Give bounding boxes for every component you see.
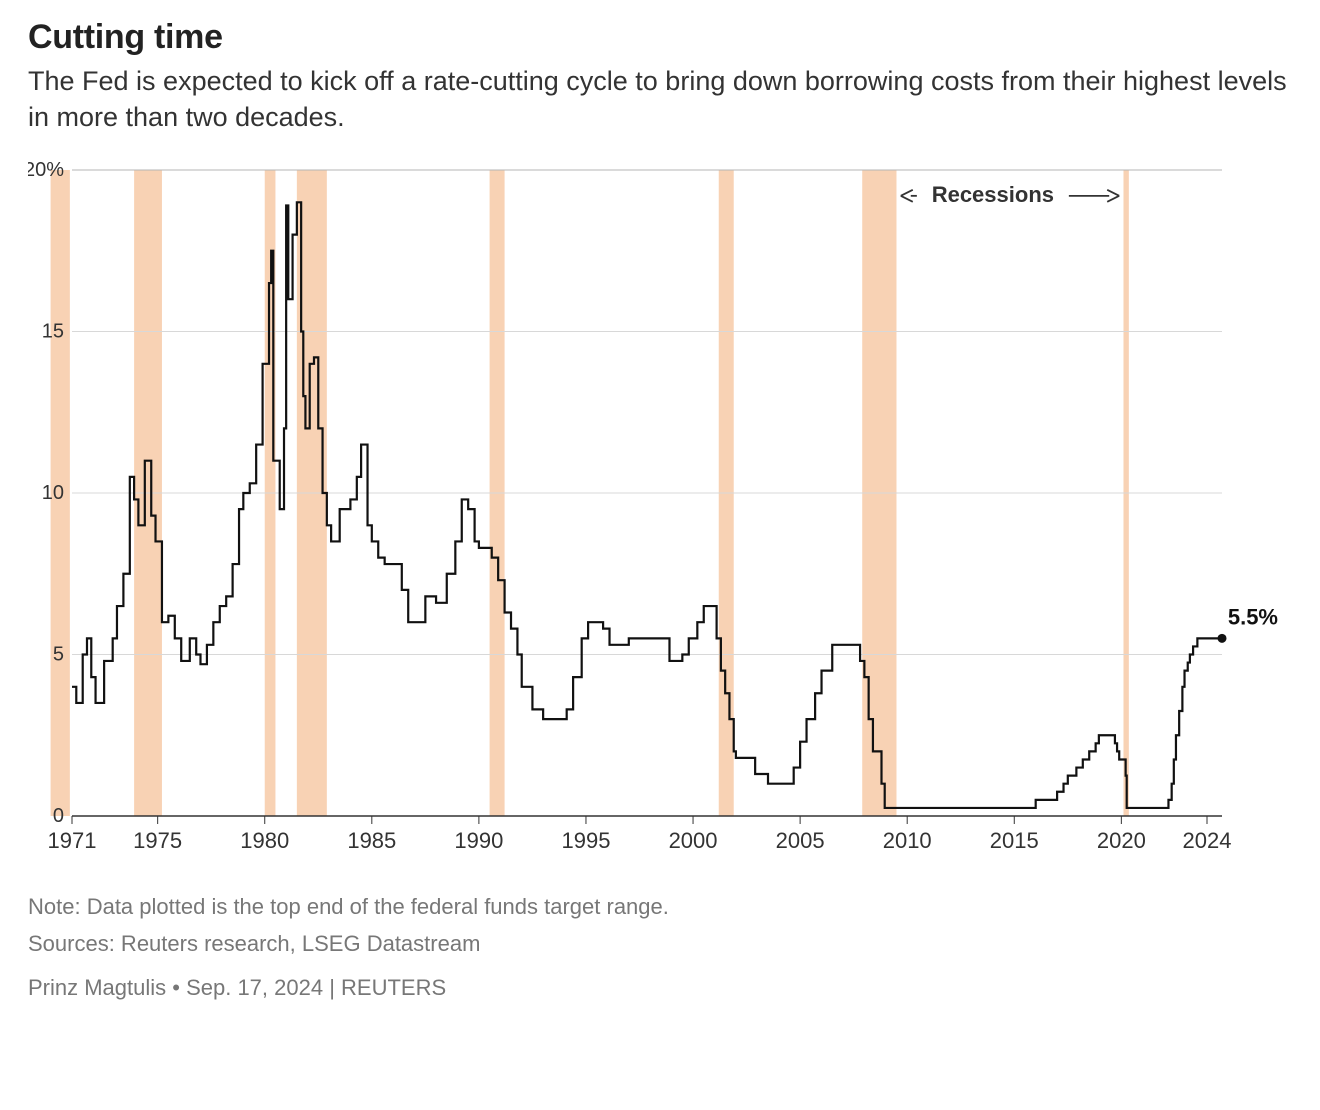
- svg-text:1990: 1990: [454, 828, 503, 853]
- svg-text:0: 0: [53, 805, 64, 827]
- footer-sources: Sources: Reuters research, LSEG Datastre…: [28, 925, 1292, 962]
- end-point-dot: [1218, 634, 1227, 643]
- x-axis: 1971 1975 1980 1985 1990 1995 2000 2005 2010 2015…: [48, 816, 1232, 853]
- svg-text:5: 5: [53, 643, 64, 665]
- svg-text:1975: 1975: [133, 828, 182, 853]
- footer-byline: Prinz Magtulis • Sep. 17, 2024 | REUTERS: [28, 969, 1292, 1006]
- recessions-annotation: Recessions: [932, 182, 1054, 207]
- svg-text:10: 10: [42, 482, 64, 504]
- chart-subtitle: The Fed is expected to kick off a rate-c…: [28, 63, 1288, 136]
- svg-text:15: 15: [42, 320, 64, 342]
- line-chart-svg: 0 5 10 15 20% 1971 1975 1980 1985 1990 1995 2000 200…: [28, 160, 1292, 860]
- svg-text:1985: 1985: [347, 828, 396, 853]
- end-point-label: 5.5%: [1228, 604, 1278, 629]
- chart-footer: Note: Data plotted is the top end of the…: [28, 888, 1292, 1006]
- footer-note: Note: Data plotted is the top end of the…: [28, 888, 1292, 925]
- svg-text:2005: 2005: [776, 828, 825, 853]
- svg-text:1971: 1971: [48, 828, 97, 853]
- svg-text:1980: 1980: [240, 828, 289, 853]
- svg-text:2015: 2015: [990, 828, 1039, 853]
- chart-area: 0 5 10 15 20% 1971 1975 1980 1985 1990 1995 2000 200…: [28, 160, 1292, 860]
- svg-text:2010: 2010: [883, 828, 932, 853]
- svg-text:2020: 2020: [1097, 828, 1146, 853]
- svg-text:20%: 20%: [28, 160, 64, 181]
- svg-text:2000: 2000: [669, 828, 718, 853]
- chart-title: Cutting time: [28, 18, 1292, 57]
- svg-text:1995: 1995: [561, 828, 610, 853]
- svg-text:2024: 2024: [1183, 828, 1232, 853]
